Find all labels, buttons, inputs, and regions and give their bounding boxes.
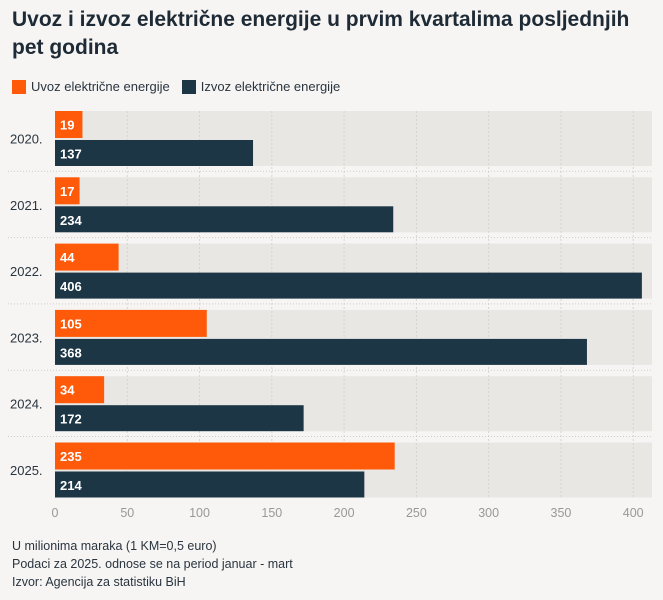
category-label: 2024. xyxy=(10,397,43,412)
x-tick-label: 350 xyxy=(551,506,572,520)
legend-item-uvoz: Uvoz električne energije xyxy=(12,79,170,94)
bar-uvoz xyxy=(55,309,207,337)
data-label: 34 xyxy=(60,383,75,398)
data-label: 368 xyxy=(60,345,82,360)
bar-uvoz xyxy=(55,442,395,470)
x-tick-label: 0 xyxy=(52,506,59,520)
legend-label-izvoz: Izvoz električne energije xyxy=(200,79,341,94)
data-label: 17 xyxy=(60,184,74,199)
note-period: Podaci za 2025. odnose se na period janu… xyxy=(12,557,293,571)
x-tick-label: 50 xyxy=(120,506,134,520)
x-tick-label: 400 xyxy=(623,506,644,520)
legend: Uvoz električne energije Izvoz električn… xyxy=(12,79,352,94)
legend-label-uvoz: Uvoz električne energije xyxy=(31,79,170,94)
x-tick-label: 100 xyxy=(189,506,210,520)
category-label: 2023. xyxy=(10,330,43,345)
bar-izvoz xyxy=(55,471,365,498)
x-tick-label: 300 xyxy=(478,506,499,520)
legend-swatch-uvoz xyxy=(12,79,26,94)
data-label: 172 xyxy=(60,412,82,427)
data-label: 234 xyxy=(60,213,82,228)
category-label: 2022. xyxy=(10,264,43,279)
category-label: 2025. xyxy=(10,463,43,478)
note-source: Izvor: Agencija za statistiku BiH xyxy=(12,575,186,589)
data-label: 44 xyxy=(60,250,75,265)
data-label: 105 xyxy=(60,316,82,331)
bar-izvoz xyxy=(55,338,587,365)
note-units: U milionima maraka (1 KM=0,5 euro) xyxy=(12,539,217,553)
x-tick-label: 200 xyxy=(334,506,355,520)
data-label: 137 xyxy=(60,147,82,162)
category-label: 2021. xyxy=(10,198,43,213)
bar-uvoz xyxy=(55,376,105,404)
data-label: 406 xyxy=(60,279,82,294)
chart-title: Uvoz i izvoz električne energije u prvim… xyxy=(12,8,630,59)
x-tick-label: 150 xyxy=(261,506,282,520)
data-label: 235 xyxy=(60,449,82,464)
bar-chart: 2020.191372021.172342022.444062023.10536… xyxy=(8,111,652,520)
x-tick-label: 250 xyxy=(406,506,427,520)
bar-izvoz xyxy=(55,272,642,299)
category-label: 2020. xyxy=(10,132,43,147)
legend-swatch-izvoz xyxy=(181,79,196,94)
bar-izvoz xyxy=(55,405,304,432)
bar-uvoz xyxy=(55,111,83,138)
data-label: 214 xyxy=(60,478,82,493)
bar-izvoz xyxy=(55,140,254,166)
bar-izvoz xyxy=(55,206,394,233)
bar-uvoz xyxy=(55,177,80,205)
data-label: 19 xyxy=(60,118,74,133)
bar-uvoz xyxy=(55,243,119,271)
chart-notes: U milionima maraka (1 KM=0,5 euro) Podac… xyxy=(12,537,293,591)
legend-item-izvoz: Izvoz električne energije xyxy=(181,79,341,94)
